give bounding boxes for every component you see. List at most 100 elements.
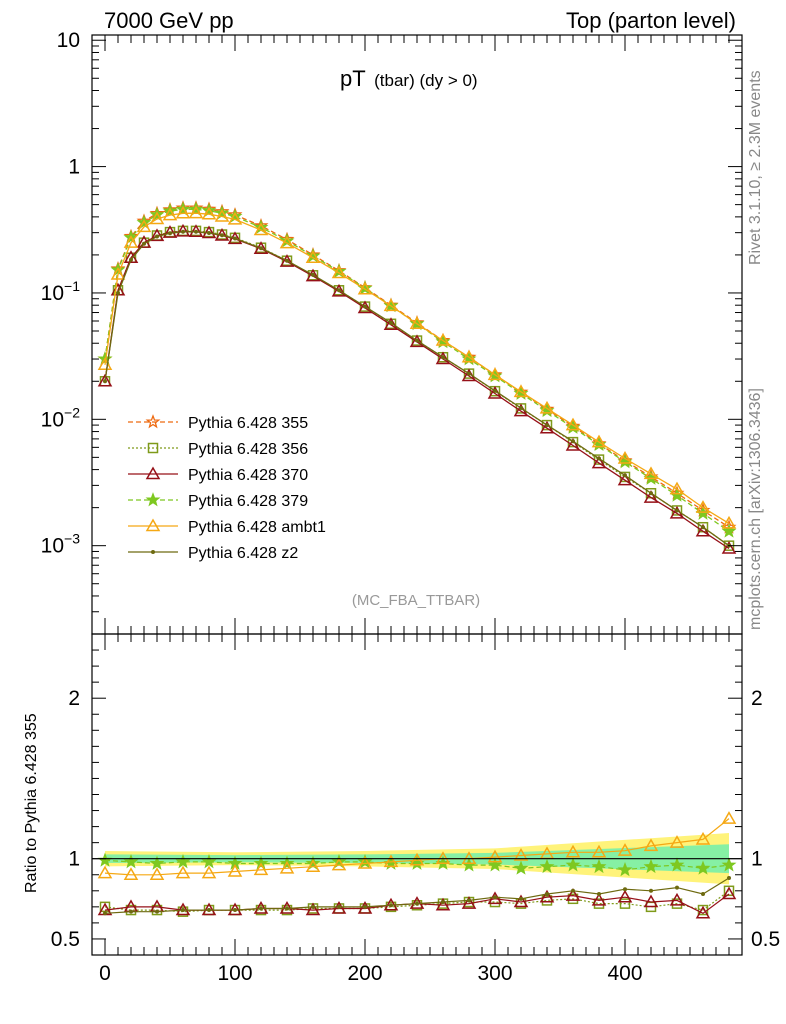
- ratio-point-z2: [597, 892, 601, 897]
- ratio-point-ambt1: [279, 860, 295, 874]
- ratio-point-s370: [695, 905, 711, 919]
- ratio-point-z2: [571, 888, 575, 893]
- y-tick-label: 10−3: [41, 531, 81, 558]
- data-point-z2: [155, 234, 159, 239]
- x-tick-label: 200: [347, 962, 382, 985]
- ratio-point-ambt1: [97, 865, 113, 879]
- data-point-s379: [214, 205, 230, 220]
- ratio-point-ambt1: [383, 854, 399, 868]
- ratio-point-s370: [201, 902, 217, 916]
- ratio-point-ambt1: [175, 865, 191, 879]
- ratio-point-ambt1: [513, 847, 529, 861]
- ratio-point-s379: [721, 857, 737, 872]
- data-point-ambt1: [123, 235, 139, 248]
- legend-label-s379: Pythia 6.428 379: [188, 493, 308, 510]
- data-point-z2: [168, 231, 172, 236]
- y-tick-label-exp: −3: [64, 531, 80, 547]
- ratio-y-tick-label: 0.5: [51, 928, 80, 951]
- ratio-point-z2: [311, 904, 315, 909]
- ratio-point-s379: [487, 857, 503, 872]
- data-point-ambt1: [188, 205, 204, 219]
- ratio-point-s370: [669, 892, 685, 906]
- ratio-point-ambt1: [253, 862, 269, 876]
- data-point-ambt1: [513, 384, 529, 398]
- data-point-ambt1: [331, 265, 347, 279]
- ratio-point-s379: [513, 860, 529, 875]
- legend-marker-s370: [145, 466, 161, 480]
- data-point-ambt1: [565, 417, 581, 431]
- data-point-s370: [305, 268, 321, 282]
- ratio-point-z2: [415, 901, 419, 906]
- data-point-z2: [220, 233, 224, 238]
- data-point-z2: [337, 288, 341, 293]
- ratio-point-z2: [441, 900, 445, 905]
- ratio-y-axis-label: Ratio to Pythia 6.428 355: [23, 713, 40, 893]
- data-point-s370: [162, 225, 178, 238]
- ratio-point-ambt1: [331, 857, 347, 871]
- data-point-z2: [142, 241, 146, 246]
- ratio-point-z2: [727, 875, 731, 880]
- ratio-point-z2: [389, 903, 393, 908]
- series-z2: [103, 229, 731, 548]
- data-point-ambt1: [487, 367, 503, 381]
- ratio-point-z2: [701, 892, 705, 897]
- data-point-z2: [103, 379, 107, 384]
- data-point-ambt1: [721, 515, 737, 529]
- data-point-z2: [649, 491, 653, 496]
- ratio-point-s370: [227, 902, 243, 916]
- ratio-y-tick-label-right: 1: [751, 848, 763, 871]
- data-point-s370: [97, 373, 113, 387]
- ratio-point-s379: [331, 854, 347, 869]
- ratio-point-ambt1: [487, 849, 503, 863]
- ratio-point-z2: [129, 909, 133, 914]
- ratio-point-s379: [565, 857, 581, 872]
- legend-label-s356: Pythia 6.428 356: [188, 441, 308, 458]
- plot-title: pT (tbar) (dy > 0): [340, 66, 478, 91]
- data-point-z2: [389, 320, 393, 325]
- y-tick-label-base: 10: [41, 408, 64, 431]
- ratio-point-s370: [565, 888, 581, 901]
- ratio-point-z2: [363, 904, 367, 909]
- ratio-point-ambt1: [357, 856, 373, 869]
- ratio-point-ambt1: [409, 852, 425, 866]
- legend-item-s379: Pythia 6.428 379: [128, 492, 308, 510]
- ratio-point-ambt1: [591, 844, 607, 858]
- ratio-point-s370: [279, 900, 295, 914]
- ratio-point-s379: [591, 858, 607, 874]
- data-point-z2: [233, 236, 237, 241]
- data-point-ambt1: [617, 450, 633, 464]
- legend-item-ambt1: Pythia 6.428 ambt1: [128, 518, 326, 536]
- ratio-point-ambt1: [617, 843, 633, 856]
- data-point-z2: [493, 388, 497, 393]
- data-point-s370: [357, 300, 373, 314]
- ratio-point-z2: [181, 908, 185, 913]
- data-point-z2: [415, 338, 419, 343]
- ratio-point-z2: [649, 888, 653, 893]
- data-point-z2: [311, 272, 315, 277]
- data-point-z2: [545, 423, 549, 428]
- ratio-point-s356: [619, 898, 631, 909]
- data-point-ambt1: [214, 208, 230, 222]
- data-point-z2: [194, 229, 198, 234]
- data-point-z2: [571, 439, 575, 444]
- data-point-z2: [363, 304, 367, 309]
- legend-marker-s355: [145, 414, 161, 429]
- ratio-series-s356: [99, 885, 735, 917]
- data-point-z2: [441, 355, 445, 360]
- legend: Pythia 6.428 355 Pythia 6.428 356 Pythia 6…: [128, 414, 326, 562]
- legend-label-s355: Pythia 6.428 355: [188, 415, 308, 432]
- data-point-s379: [175, 201, 191, 216]
- plot-title-sub: (tbar) (dy > 0): [374, 71, 477, 90]
- data-point-ambt1: [461, 349, 477, 363]
- legend-label-z2: Pythia 6.428 z2: [188, 545, 298, 562]
- ratio-point-ambt1: [461, 851, 477, 864]
- data-point-s379: [721, 523, 737, 538]
- ratio-y-tick-label-right: 2: [751, 687, 763, 710]
- legend-marker-z2: [151, 550, 155, 554]
- data-point-s370: [435, 351, 451, 365]
- ratio-point-s379: [175, 854, 191, 869]
- data-point-z2: [701, 525, 705, 530]
- rivet-side-label: Rivet 3.1.10, ≥ 2.3M events: [747, 70, 764, 265]
